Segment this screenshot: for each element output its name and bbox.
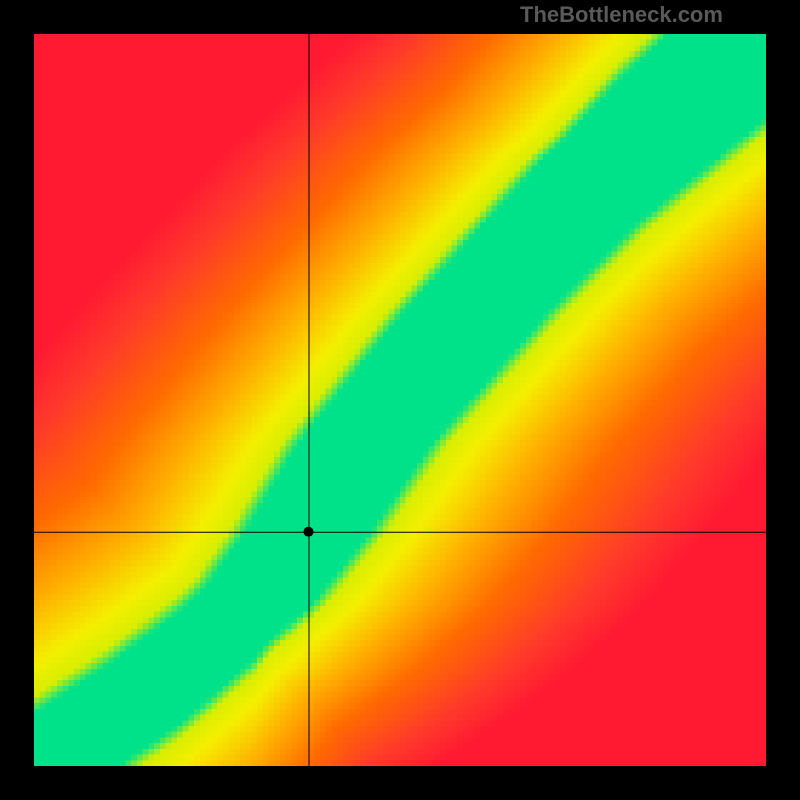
frame-bottom — [0, 766, 800, 800]
frame-right — [766, 0, 800, 800]
watermark-text: TheBottleneck.com — [520, 2, 723, 28]
crosshair-overlay — [34, 34, 766, 766]
frame-left — [0, 0, 34, 800]
